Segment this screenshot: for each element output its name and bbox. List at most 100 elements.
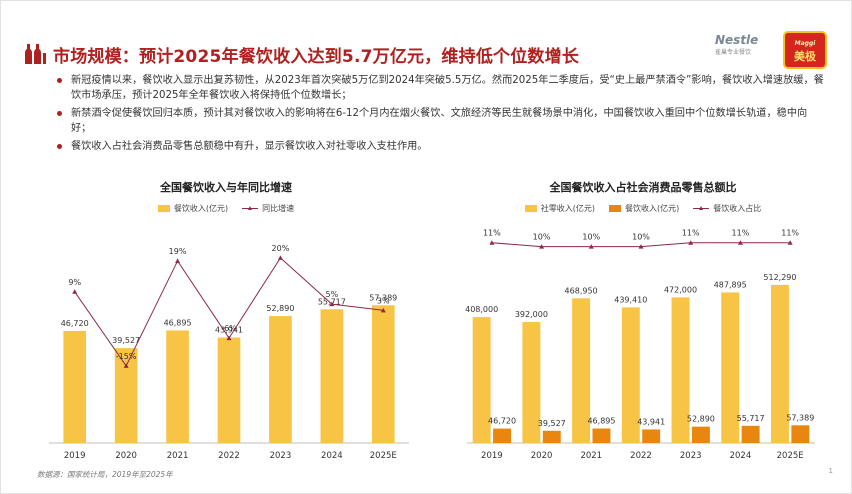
x-tick-label: 2024	[730, 451, 752, 461]
line-point	[787, 240, 793, 245]
bar-value-label: 487,895	[714, 280, 747, 289]
legend-item: 餐饮收入(亿元)	[609, 203, 679, 214]
line-point	[688, 240, 694, 245]
bar-value-label: 43,941	[637, 417, 665, 426]
left-chart: 全国餐饮收入与年同比增速 餐饮收入(亿元) 同比增速 2019 46,720 202…	[31, 177, 421, 467]
bar-primary	[522, 322, 541, 443]
right-chart-plot: 2019 408,000 46,720 2020 392,000 39,527 2021 46…	[465, 229, 815, 461]
bar-primary	[770, 284, 789, 443]
page-number: 1	[828, 467, 833, 475]
bar-value-label: 46,895	[587, 417, 615, 426]
line-point	[329, 301, 335, 307]
bar-value-label: 468,950	[565, 286, 598, 295]
logo-area: Nestle 雀巢专业餐饮 Maggi 美极	[715, 31, 827, 71]
line-point	[539, 244, 545, 249]
line-value-label: 11%	[781, 229, 799, 238]
legend-label: 餐饮收入(亿元)	[173, 204, 229, 213]
bar-value-label: 408,000	[465, 305, 498, 314]
bar-value-label: 55,717	[737, 414, 765, 423]
line-point	[175, 258, 181, 263]
legend-label: 餐饮收入(亿元)	[625, 204, 680, 213]
x-tick-label: 2020	[115, 451, 137, 461]
line-point	[123, 363, 129, 368]
bar-value-label: 57,389	[369, 293, 397, 302]
right-chart-title: 全国餐饮收入占社会消费品零售总额比	[549, 181, 737, 194]
bar-value-label: 46,720	[488, 417, 516, 426]
bar-value-label: 439,410	[614, 295, 647, 304]
line-value-label: 10%	[533, 233, 551, 242]
legend-swatch-bar	[157, 205, 170, 212]
title-row: 市场规模：预计2025年餐饮收入达到5.7万亿元，维持低个位数增长	[23, 41, 579, 67]
bullet-item: 餐饮收入占社会消费品零售总额稳中有升，显示餐饮收入对社零收入支柱作用。	[57, 139, 827, 154]
bar-value-label: 39,527	[112, 336, 140, 345]
x-tick-label: 2020	[531, 451, 553, 461]
bar-value-label: 52,890	[266, 304, 294, 313]
bar-secondary	[791, 425, 810, 443]
line-point	[638, 244, 644, 249]
legend-item: 餐饮收入(亿元)	[157, 203, 229, 214]
maggi-brand: Maggi	[794, 40, 816, 47]
x-tick-label: 2025E	[370, 451, 397, 461]
maggi-logo: Maggi 美极	[783, 31, 827, 69]
bar-primary	[217, 337, 241, 443]
line-value-label: 19%	[169, 247, 187, 256]
maggi-name: 美极	[794, 50, 816, 63]
bullet-item: 新禁酒令促使餐饮回归本质，预计其对餐饮收入的影响将在6-12个月内在烟火餐饮、文…	[57, 106, 827, 136]
line-point	[380, 307, 386, 313]
line-point	[226, 335, 232, 341]
left-chart-title: 全国餐饮收入与年同比增速	[160, 181, 292, 194]
line-point	[489, 240, 495, 245]
legend-label: 社零收入(亿元)	[540, 204, 595, 213]
bar-primary	[572, 298, 591, 443]
legend-label: 同比增速	[262, 204, 295, 213]
bar-value-label: 39,527	[538, 419, 566, 428]
line-value-label: 10%	[582, 233, 600, 242]
wine-bottles-icon	[25, 44, 46, 64]
bar-value-label: 512,290	[763, 273, 796, 282]
x-tick-label: 2023	[680, 451, 702, 461]
bar-secondary	[542, 430, 561, 443]
bar-primary	[320, 309, 344, 443]
source-note: 数据源：国家统计局，2019年至2025年	[37, 470, 173, 479]
line-point	[588, 244, 594, 249]
bullet-list: 新冠疫情以来，餐饮收入显示出复苏韧性，从2023年首次突破5万亿到2024年突破…	[57, 73, 827, 157]
x-tick-label: 2022	[218, 451, 240, 461]
legend-label: 餐饮收入占比	[713, 204, 762, 213]
bar-primary	[721, 292, 740, 443]
bar-primary	[621, 307, 640, 443]
bullet-item: 新冠疫情以来，餐饮收入显示出复苏韧性，从2023年首次突破5万亿到2024年突破…	[57, 73, 827, 103]
bar-value-label: 57,389	[786, 413, 814, 422]
line-point	[277, 255, 283, 260]
x-tick-label: 2023	[270, 451, 292, 461]
bar-secondary	[592, 428, 611, 443]
line-value-label: 10%	[632, 233, 650, 242]
bar-primary	[63, 330, 87, 443]
bar-value-label: 43,941	[215, 326, 243, 335]
bar-primary	[472, 317, 491, 443]
line-value-label: 9%	[68, 278, 81, 287]
line-value-label: 5%	[326, 290, 339, 299]
x-tick-label: 2019	[481, 451, 503, 461]
legend-item: 同比增速	[242, 203, 294, 214]
legend-swatch-line	[242, 205, 259, 212]
x-tick-label: 2019	[64, 451, 86, 461]
x-tick-label: 2021	[580, 451, 602, 461]
bar-value-label: 46,895	[164, 318, 192, 327]
bar-value-label: 472,000	[664, 285, 697, 294]
bar-value-label: 392,000	[515, 310, 548, 319]
nestle-logo: Nestle	[715, 33, 759, 47]
page-title: 市场规模：预计2025年餐饮收入达到5.7万亿元，维持低个位数增长	[53, 46, 580, 67]
x-tick-label: 2024	[321, 451, 343, 461]
left-chart-plot: 2019 46,720 2020 39,527 2021 46,895 2022 43,941…	[49, 244, 409, 461]
line-value-label: 3%	[377, 296, 390, 305]
line-value-label: 11%	[483, 229, 501, 238]
left-chart-legend: 餐饮收入(亿元) 同比增速	[31, 203, 421, 214]
bar-primary	[671, 297, 690, 443]
x-tick-label: 2022	[630, 451, 652, 461]
right-chart-legend: 社零收入(亿元) 餐饮收入(亿元) 餐饮收入占比	[463, 203, 823, 214]
bar-primary	[166, 330, 189, 443]
bar-secondary	[642, 429, 661, 443]
nestle-sub-logo: 雀巢专业餐饮	[715, 49, 752, 56]
bar-value-label: 52,890	[687, 415, 715, 424]
line-point	[72, 289, 78, 294]
